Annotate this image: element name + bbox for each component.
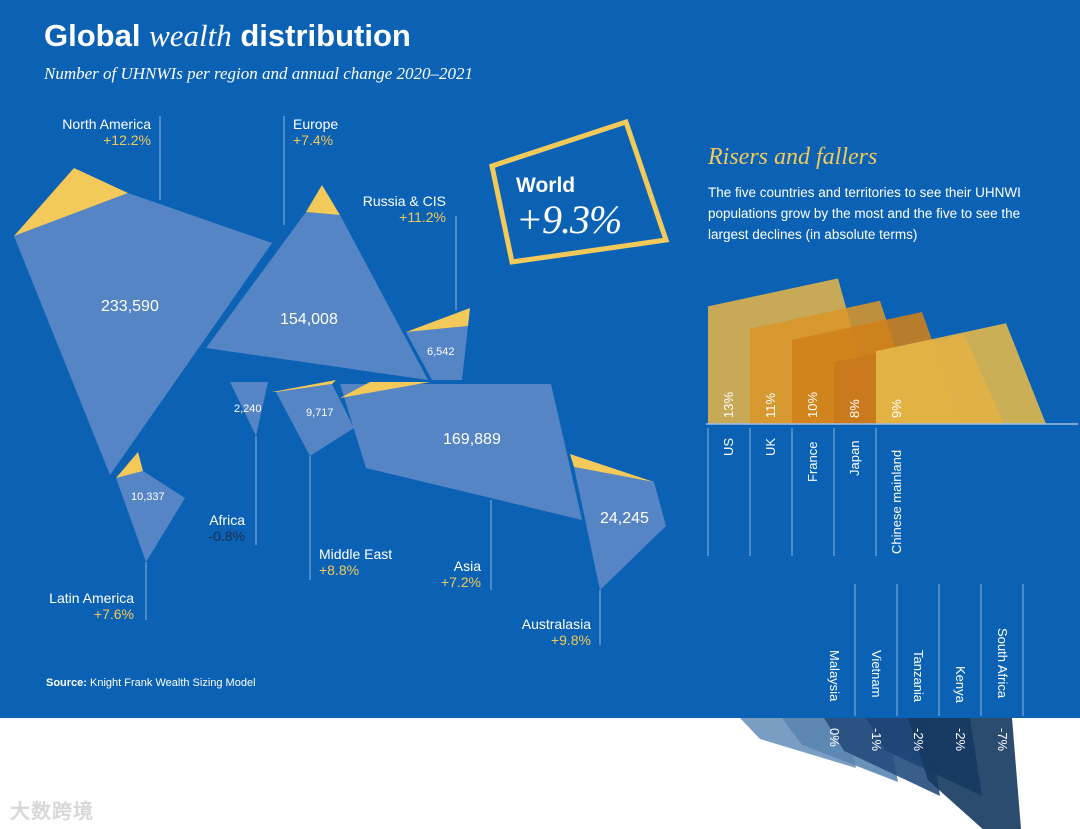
europe-gold-cap xyxy=(306,185,340,215)
region-label-middle-east: Middle East +8.8% xyxy=(319,546,393,578)
value-latin-america: 10,337 xyxy=(131,491,165,503)
value-africa: 2,240 xyxy=(234,403,262,415)
latin-america-gold-cap xyxy=(116,452,143,478)
riser-pct-label: 8% xyxy=(847,399,862,418)
risers-fallers-description: The five countries and territories to se… xyxy=(708,185,1021,242)
value-europe: 154,008 xyxy=(280,311,338,328)
region-label-latin-america: Latin America +7.6% xyxy=(49,590,134,622)
riser-pct-label: 13% xyxy=(721,391,736,418)
middle-east-shape xyxy=(276,384,354,456)
fallers-dividers xyxy=(854,584,1024,716)
region-label-north-america: North America +12.2% xyxy=(62,116,151,148)
page-title: Global wealth distribution xyxy=(44,18,411,53)
riser-pct-label: 9% xyxy=(889,399,904,418)
value-middle-east: 9,717 xyxy=(306,407,334,419)
riser-country-label: Chinese mainland xyxy=(889,449,904,554)
risers-chart xyxy=(708,278,1046,424)
australasia-gold-cap xyxy=(570,454,654,482)
faller-country-label: Malaysia xyxy=(827,650,842,702)
region-label-australasia: Australasia +9.8% xyxy=(521,616,591,648)
faller-pct-label: 0% xyxy=(827,728,842,747)
region-label-africa: Africa -0.8% xyxy=(208,512,245,544)
leader-lines xyxy=(145,116,601,645)
riser-pct-label: 10% xyxy=(805,391,820,418)
north-america-gold-cap xyxy=(14,168,128,236)
faller-pct-label: -2% xyxy=(911,728,926,752)
value-australasia: 24,245 xyxy=(600,510,649,527)
faller-country-label: Tanzania xyxy=(911,650,926,703)
world-change-value: +9.3% xyxy=(516,197,622,242)
risers-dividers xyxy=(707,428,877,556)
faller-country-label: South Africa xyxy=(995,628,1010,699)
world-box-frame xyxy=(489,118,670,265)
risers-fallers-title: Risers and fallers xyxy=(708,144,878,170)
asia-gold-cap xyxy=(340,382,430,398)
region-label-asia: Asia +7.2% xyxy=(440,558,481,590)
faller-pct-label: -1% xyxy=(869,728,884,752)
map-shapes xyxy=(14,168,666,590)
australasia-shape xyxy=(574,467,666,590)
north-america-shape xyxy=(14,193,272,475)
riser-country-label: UK xyxy=(763,437,778,456)
faller-bar-south-africa xyxy=(908,718,1021,829)
value-north-america: 233,590 xyxy=(101,298,159,315)
russia-gold-cap xyxy=(406,308,470,332)
middle-east-gold-cap xyxy=(272,380,336,392)
faller-country-label: Kenya xyxy=(953,666,968,703)
riser-country-label: Japan xyxy=(847,440,862,476)
fallers-chart xyxy=(740,718,1021,829)
riser-country-label: US xyxy=(721,437,736,456)
source-note: Source: Knight Frank Wealth Sizing Model xyxy=(46,677,256,689)
latin-america-shape xyxy=(116,471,185,562)
riser-country-label: France xyxy=(805,441,820,482)
africa-shape xyxy=(230,382,268,436)
value-asia: 169,889 xyxy=(443,431,501,448)
world-label: World xyxy=(516,174,576,197)
page-subtitle: Number of UHNWIs per region and annual c… xyxy=(44,64,474,83)
faller-pct-label: -7% xyxy=(995,728,1010,752)
riser-bar-chinese-mainland xyxy=(876,323,1046,424)
russia-shape xyxy=(406,326,468,380)
europe-shape xyxy=(206,212,428,380)
faller-pct-label: -2% xyxy=(953,728,968,752)
value-russia-cis: 6,542 xyxy=(427,346,455,358)
watermark: 大数跨境 xyxy=(10,801,94,823)
asia-shape xyxy=(340,384,582,520)
region-label-europe: Europe +7.4% xyxy=(293,116,339,148)
region-label-russia-cis: Russia & CIS +11.2% xyxy=(362,193,446,225)
faller-country-label: Vietnam xyxy=(869,650,884,698)
riser-pct-label: 11% xyxy=(763,392,778,418)
